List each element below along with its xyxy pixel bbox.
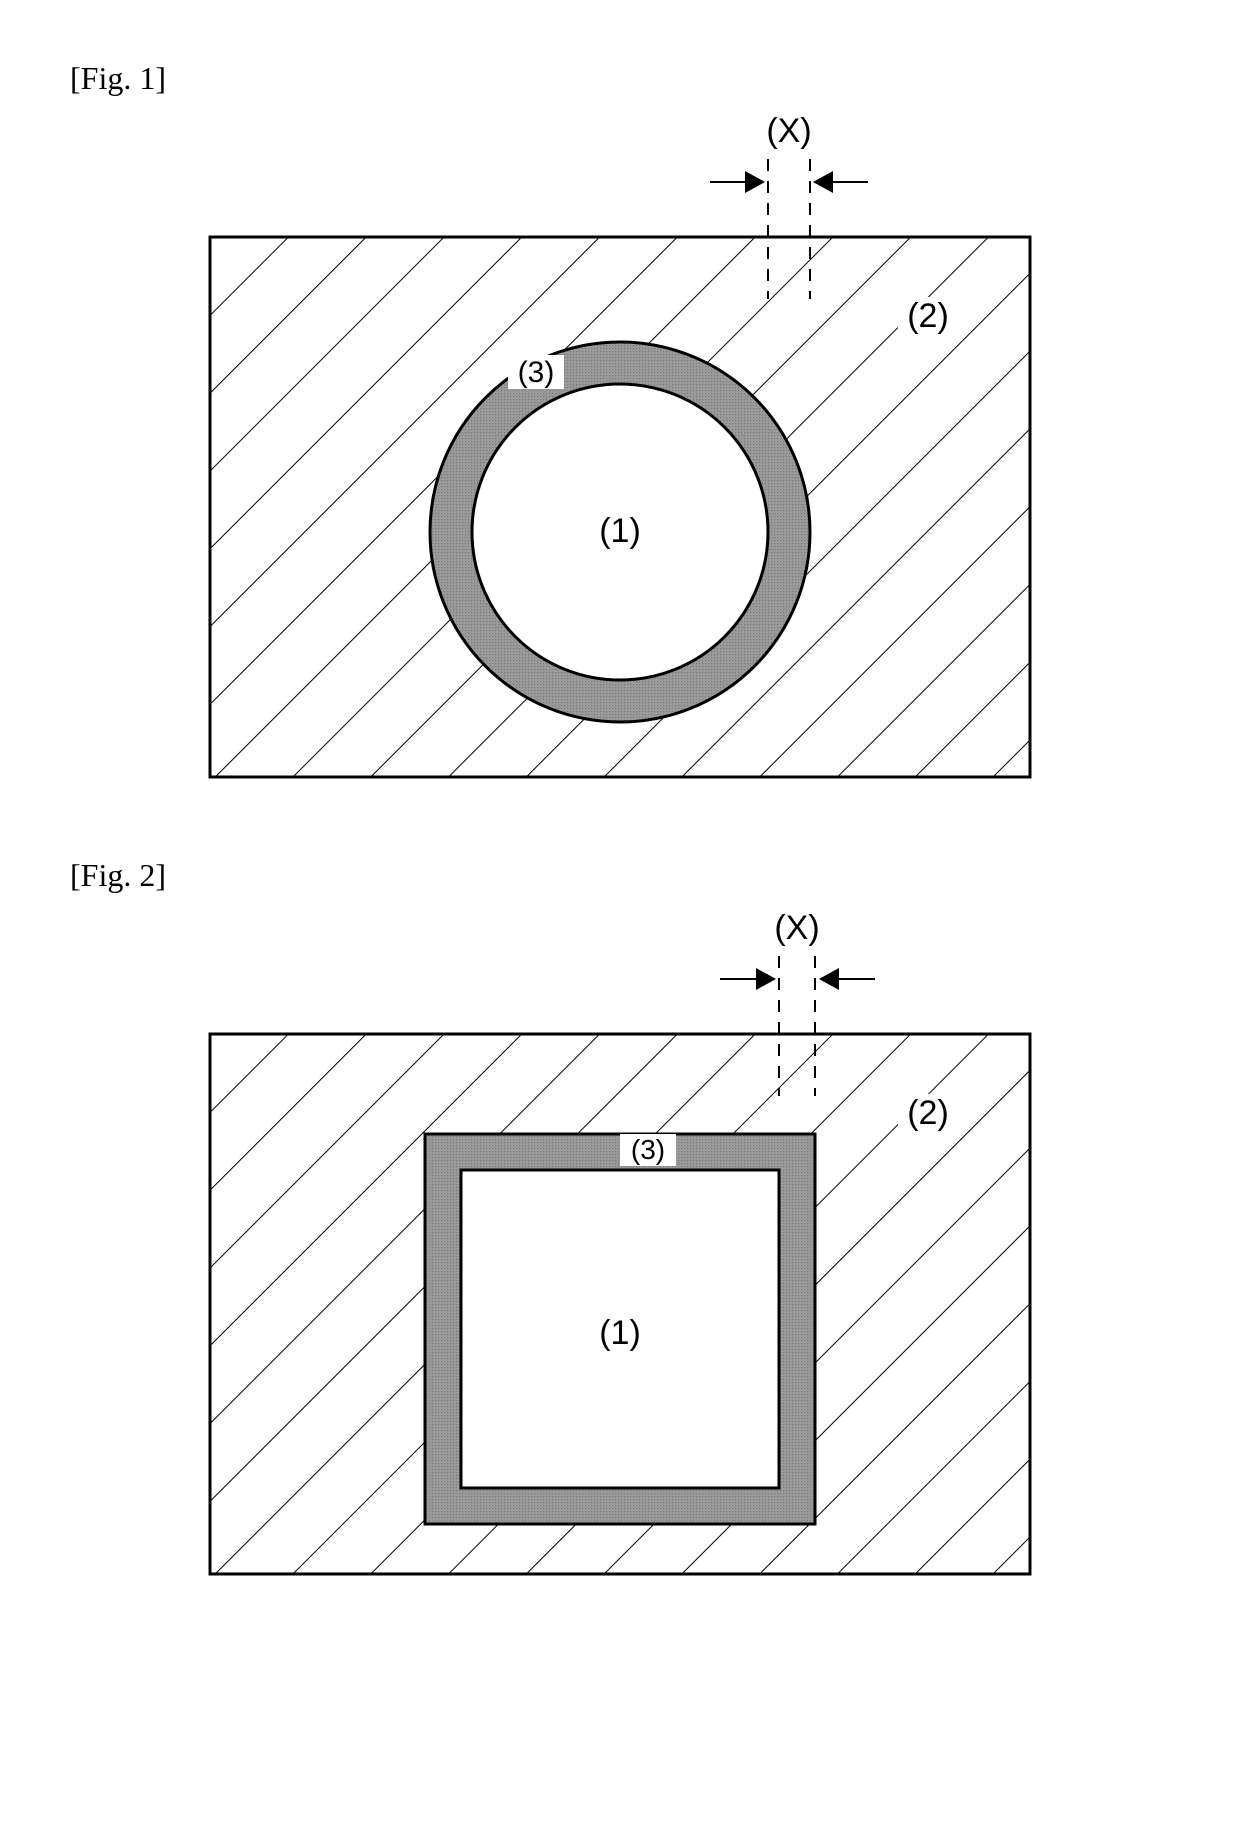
svg-text:(3): (3) [631,1134,665,1165]
label-matrix: (2) [898,297,958,337]
label-center: (1) [599,512,641,550]
svg-text:(2): (2) [907,1094,949,1132]
dimension-x-label: (X) [766,112,811,150]
svg-text:(2): (2) [907,297,949,335]
arrow-right-icon [813,171,868,193]
dimension-x-label: (X) [774,909,819,947]
figure2: (X) (1) (2) (3) [70,904,1170,1624]
arrow-right-icon [819,968,875,990]
label-center: (1) [599,1314,641,1352]
figure1-caption: [Fig. 1] [70,60,1170,97]
arrow-left-icon [710,171,765,193]
label-matrix: (2) [898,1094,958,1134]
arrow-left-icon [720,968,776,990]
label-ring: (3) [508,355,564,389]
figure2-caption: [Fig. 2] [70,857,1170,894]
label-ring: (3) [620,1134,676,1166]
figure2-svg: (X) (1) (2) (3) [150,904,1090,1624]
figure1-svg: (X) (1) (2) (3) [150,107,1090,827]
svg-text:(3): (3) [518,356,555,389]
figure1: (X) (1) (2) (3) [70,107,1170,827]
